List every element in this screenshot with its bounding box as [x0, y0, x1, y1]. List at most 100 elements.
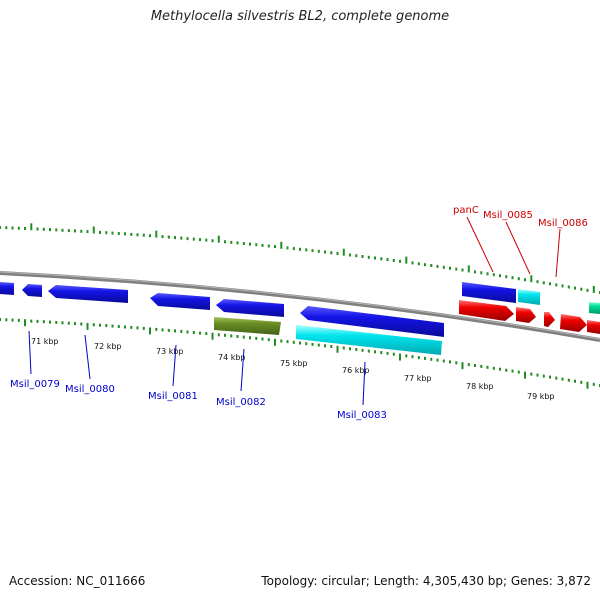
gene-arrow[interactable] — [22, 284, 42, 297]
minor-tick — [480, 271, 483, 275]
minor-tick — [474, 270, 476, 274]
minor-tick — [124, 232, 126, 236]
minor-tick — [492, 273, 495, 277]
major-tick — [461, 362, 464, 370]
gene-arrow[interactable] — [587, 320, 600, 334]
minor-tick — [424, 263, 426, 267]
major-tick — [280, 241, 283, 249]
minor-tick — [199, 238, 201, 242]
minor-tick — [399, 259, 401, 263]
minor-tick — [392, 259, 395, 262]
gene-arrow[interactable] — [459, 300, 514, 321]
gene-arrow[interactable] — [544, 312, 555, 327]
minor-tick — [417, 356, 420, 360]
gene-label[interactable]: Msil_0081 — [148, 391, 198, 402]
minor-tick — [149, 234, 151, 238]
gene-arrow[interactable] — [516, 307, 536, 323]
minor-tick — [55, 321, 58, 324]
major-tick — [211, 332, 214, 340]
minor-tick — [505, 275, 508, 279]
minor-tick — [0, 226, 1, 229]
minor-tick — [449, 360, 451, 364]
major-tick — [524, 371, 526, 379]
minor-tick — [380, 257, 383, 261]
gene-label[interactable]: Msil_0086 — [538, 218, 588, 229]
minor-tick — [349, 253, 351, 257]
minor-tick — [580, 380, 583, 384]
gene-arrow[interactable] — [560, 314, 587, 332]
minor-tick — [442, 265, 445, 269]
minor-tick — [267, 244, 270, 248]
minor-tick — [242, 242, 245, 245]
minor-tick — [217, 333, 220, 337]
gene-label[interactable]: Msil_0080 — [65, 384, 115, 395]
minor-tick — [230, 240, 233, 244]
kbp-label: 79 kbp — [527, 392, 555, 401]
minor-tick — [230, 334, 233, 338]
minor-tick — [105, 324, 108, 328]
minor-tick — [549, 375, 551, 379]
minor-tick — [555, 376, 558, 380]
minor-tick — [542, 281, 545, 285]
minor-tick — [186, 330, 189, 334]
minor-tick — [392, 352, 395, 356]
minor-tick — [111, 324, 114, 328]
minor-tick — [142, 233, 145, 237]
gene-label[interactable]: Msil_0082 — [216, 397, 266, 408]
gene-arrow[interactable] — [214, 317, 281, 335]
minor-tick — [11, 318, 14, 322]
gene-label[interactable]: Msil_0079 — [10, 379, 60, 390]
gene-arrow[interactable] — [589, 302, 600, 314]
minor-tick — [486, 272, 489, 276]
minor-tick — [192, 237, 195, 241]
topology-text: Topology: circular; Length: 4,305,430 bp… — [261, 574, 591, 588]
minor-tick — [205, 332, 208, 336]
genome-backbone — [0, 271, 600, 342]
minor-tick — [367, 255, 370, 259]
minor-tick — [161, 235, 164, 239]
minor-tick — [211, 239, 214, 243]
gene-arrow[interactable] — [518, 289, 540, 305]
gene-label[interactable]: panC — [453, 205, 479, 216]
gene-arrow[interactable] — [0, 282, 14, 295]
minor-tick — [249, 242, 251, 246]
gene-arrow[interactable] — [300, 306, 444, 337]
minor-tick — [86, 230, 89, 234]
minus-gene-labels: Msil_0079 Msil_0080 Msil_0081 Msil_0082 … — [10, 330, 387, 421]
minor-tick — [505, 368, 508, 372]
kbp-label: 74 kbp — [218, 353, 246, 362]
gene-label[interactable]: Msil_0083 — [337, 410, 387, 421]
minor-tick — [367, 349, 370, 353]
minor-tick — [449, 266, 451, 270]
minor-tick — [311, 342, 314, 346]
minor-tick — [380, 351, 383, 355]
gene-arrow[interactable] — [150, 293, 210, 310]
minor-tick — [430, 357, 433, 361]
gene-arrow[interactable] — [48, 285, 128, 303]
minor-tick — [117, 325, 120, 328]
minor-tick — [436, 264, 439, 268]
minor-tick — [330, 251, 333, 255]
major-tick — [149, 327, 151, 335]
gene-arrow[interactable] — [462, 282, 516, 303]
gene-arrow[interactable] — [296, 325, 442, 355]
minor-tick — [511, 276, 514, 280]
minor-tick — [105, 231, 108, 235]
minor-tick — [161, 328, 164, 332]
minor-tick — [317, 249, 320, 253]
minor-tick — [417, 262, 420, 266]
minor-tick — [299, 341, 301, 345]
minor-tick — [405, 354, 408, 358]
minor-tick — [567, 285, 570, 289]
minor-tick — [24, 227, 26, 230]
minor-tick — [74, 322, 76, 326]
gene-label[interactable]: Msil_0085 — [483, 210, 533, 221]
minor-tick — [574, 379, 576, 383]
minor-tick — [480, 364, 483, 368]
gene-arrow[interactable] — [216, 299, 284, 317]
minor-tick — [574, 286, 576, 290]
minor-tick — [67, 321, 70, 325]
minor-tick — [17, 226, 20, 230]
major-tick — [405, 256, 408, 264]
minor-tick — [55, 228, 58, 232]
